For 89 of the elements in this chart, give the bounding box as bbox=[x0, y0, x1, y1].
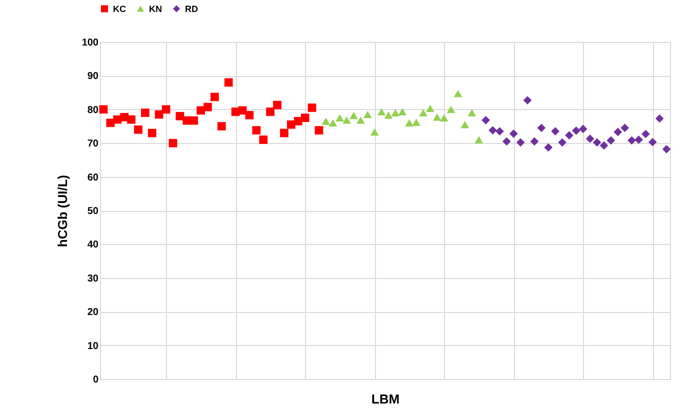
point bbox=[628, 136, 636, 145]
point bbox=[154, 110, 164, 119]
point bbox=[634, 136, 643, 144]
point bbox=[245, 110, 254, 120]
point bbox=[280, 128, 288, 138]
point bbox=[586, 134, 594, 143]
point bbox=[655, 114, 664, 123]
point bbox=[440, 114, 448, 122]
point bbox=[190, 116, 198, 125]
point bbox=[322, 118, 330, 125]
point bbox=[502, 137, 511, 146]
point bbox=[419, 109, 428, 116]
point bbox=[273, 100, 282, 110]
legend-label: KN bbox=[149, 4, 162, 14]
point bbox=[530, 137, 539, 146]
point bbox=[592, 138, 602, 147]
point bbox=[356, 116, 365, 124]
point bbox=[398, 108, 407, 116]
point bbox=[606, 136, 616, 145]
point bbox=[412, 118, 420, 126]
y-axis-title: hCGb (UI/L) bbox=[54, 174, 70, 248]
y-tick-label: 80 bbox=[87, 104, 99, 116]
point bbox=[641, 130, 650, 138]
point bbox=[391, 109, 400, 116]
point bbox=[370, 128, 379, 136]
point bbox=[162, 105, 170, 114]
point bbox=[377, 108, 386, 116]
point bbox=[446, 106, 456, 114]
point bbox=[238, 106, 247, 115]
point bbox=[620, 124, 629, 132]
point bbox=[516, 138, 525, 147]
point bbox=[496, 127, 504, 136]
point bbox=[314, 126, 324, 134]
point bbox=[544, 143, 553, 152]
point bbox=[217, 122, 226, 130]
point bbox=[537, 124, 546, 132]
point bbox=[300, 114, 310, 122]
point bbox=[482, 116, 490, 124]
point bbox=[363, 110, 372, 118]
point bbox=[384, 112, 393, 119]
point bbox=[204, 102, 212, 112]
y-tick-label: 100 bbox=[82, 38, 99, 48]
point bbox=[134, 125, 142, 134]
point bbox=[308, 104, 316, 112]
point bbox=[141, 108, 150, 117]
y-tick-label: 40 bbox=[87, 240, 99, 251]
point bbox=[127, 115, 136, 124]
point bbox=[148, 128, 156, 138]
point bbox=[342, 116, 351, 124]
y-tick-label: 10 bbox=[87, 340, 99, 352]
x-axis-title: LBM bbox=[371, 392, 400, 406]
point bbox=[662, 144, 671, 154]
point bbox=[99, 105, 108, 114]
point bbox=[328, 119, 338, 127]
y-tick-label: 90 bbox=[87, 71, 99, 82]
point bbox=[350, 112, 358, 120]
y-tick-label: 30 bbox=[87, 273, 99, 284]
point bbox=[259, 136, 268, 144]
point bbox=[210, 92, 219, 102]
point bbox=[600, 141, 608, 150]
point bbox=[432, 114, 442, 121]
point bbox=[572, 126, 580, 135]
point bbox=[460, 120, 470, 128]
point bbox=[523, 96, 532, 104]
point bbox=[454, 90, 462, 98]
point bbox=[558, 138, 566, 147]
point bbox=[266, 108, 274, 116]
point bbox=[578, 124, 588, 134]
point bbox=[648, 138, 657, 146]
point bbox=[565, 131, 574, 140]
y-tick-label: 60 bbox=[87, 172, 99, 184]
y-tick-label: 0 bbox=[92, 374, 99, 386]
point bbox=[336, 114, 344, 122]
point bbox=[488, 126, 497, 134]
point bbox=[252, 126, 261, 134]
point bbox=[426, 104, 434, 112]
point bbox=[614, 128, 622, 136]
point bbox=[168, 138, 178, 148]
point bbox=[224, 78, 233, 87]
y-tick-label: 70 bbox=[87, 138, 99, 150]
point bbox=[474, 136, 484, 144]
point bbox=[405, 119, 414, 127]
point bbox=[551, 127, 560, 136]
legend-label: RD bbox=[185, 4, 198, 14]
point bbox=[509, 129, 518, 138]
y-tick-label: 20 bbox=[87, 307, 99, 318]
y-tick-label: 50 bbox=[87, 206, 99, 217]
legend-label: KC bbox=[113, 4, 126, 14]
point bbox=[468, 109, 476, 116]
